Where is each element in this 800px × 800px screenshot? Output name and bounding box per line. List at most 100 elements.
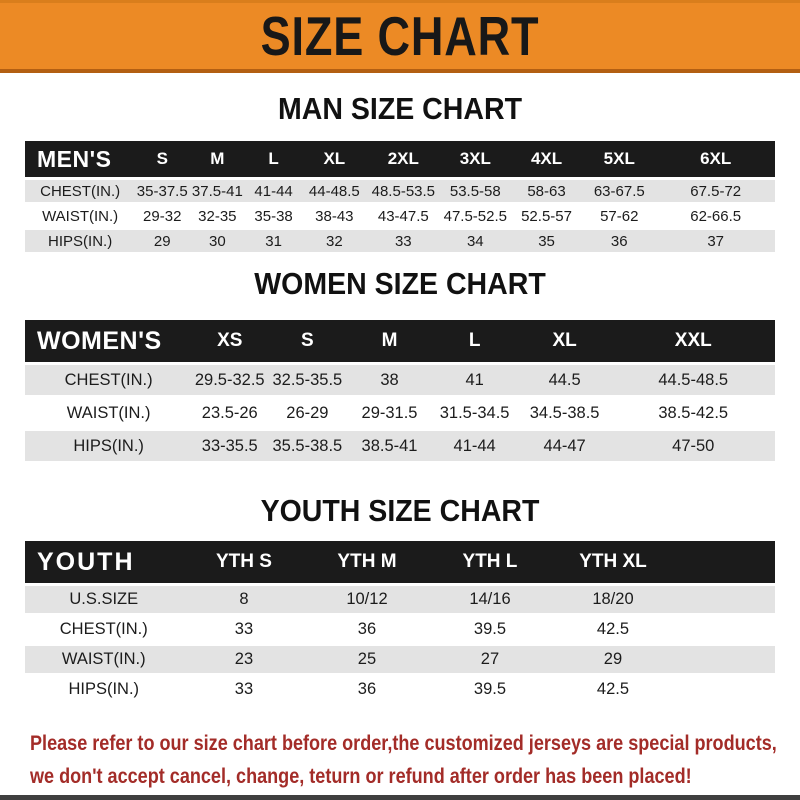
size-value-cell: 33 (182, 673, 306, 703)
table-row: CHEST(IN.) 35-37.5 37.5-41 41-44 44-48.5 48.5… (25, 177, 775, 202)
size-column-header: YTH S (182, 541, 306, 583)
measure-row-label: WAIST(IN.) (25, 202, 136, 227)
table-header-row: YOUTH YTH S YTH M YTH L YTH XL (25, 541, 775, 583)
size-value-cell: 38.5-42.5 (611, 395, 775, 428)
size-value-cell: 53.5-58 (439, 177, 511, 202)
size-value-cell: 31.5-34.5 (431, 395, 518, 428)
size-value-cell: 44.5 (517, 362, 612, 395)
size-value-cell: 36 (305, 613, 429, 643)
size-value-cell: 23 (182, 643, 306, 673)
size-value-cell: 37.5-41 (189, 177, 246, 202)
size-column-header: XL (517, 320, 612, 362)
measure-row-label: U.S.SIZE (25, 583, 183, 613)
size-value-cell: 62-66.5 (656, 202, 775, 227)
table-row: WAIST(IN.) 29-32 32-35 35-38 38-43 43-47.5 47.… (25, 202, 775, 227)
size-value-cell: 38.5-41 (347, 428, 432, 461)
size-value-cell: 33 (366, 227, 440, 252)
size-value-cell: 42.5 (551, 613, 675, 643)
women-size-table: WOMEN'S XS S M L XL XXL CHEST(IN.) 29.5-32.5 32.5… (25, 320, 775, 461)
measure-row-label: HIPS(IN.) (25, 673, 183, 703)
size-column-header: S (135, 141, 190, 177)
size-column-header: M (347, 320, 432, 362)
size-value-cell: 36 (305, 673, 429, 703)
table-row: HIPS(IN.) 33-35.5 35.5-38.5 38.5-41 41-44 44-… (25, 428, 775, 461)
table-row: HIPS(IN.) 29 30 31 32 33 34 35 36 37 (25, 227, 775, 252)
size-value-cell: 41-44 (245, 177, 302, 202)
disclaimer: Please refer to our size chart before or… (0, 727, 800, 793)
size-column-header: 2XL (366, 141, 440, 177)
size-value-cell: 26-29 (267, 395, 348, 428)
size-column-header: 4XL (510, 141, 583, 177)
header-pad-cell (674, 541, 775, 583)
size-value-cell: 18/20 (551, 583, 675, 613)
youth-size-table: YOUTH YTH S YTH M YTH L YTH XL U.S.SIZE 8 10/12… (25, 541, 775, 703)
row-pad-cell (674, 583, 775, 613)
size-value-cell: 23.5-26 (192, 395, 268, 428)
banner: SIZE CHART (0, 0, 800, 73)
size-column-header: XS (192, 320, 268, 362)
men-size-table: MEN'S S M L XL 2XL 3XL 4XL 5XL 6XL CHEST(IN.) 35-37… (25, 141, 775, 252)
size-value-cell: 43-47.5 (366, 202, 440, 227)
youth-section-heading: YOUTH SIZE CHART (260, 493, 540, 528)
size-value-cell: 14/16 (428, 583, 552, 613)
page-title: SIZE CHART (260, 5, 540, 67)
size-column-header: YTH M (305, 541, 429, 583)
size-value-cell: 47-50 (611, 428, 775, 461)
size-column-header: S (267, 320, 348, 362)
size-column-header: YTH L (428, 541, 552, 583)
size-value-cell: 33 (182, 613, 306, 643)
size-value-cell: 8 (182, 583, 306, 613)
table-row: U.S.SIZE 8 10/12 14/16 18/20 (25, 583, 775, 613)
measure-row-label: WAIST(IN.) (25, 643, 183, 673)
section-men: MAN SIZE CHART MEN'S S M L XL 2XL 3XL 4XL 5XL 6XL… (0, 91, 800, 252)
size-value-cell: 39.5 (428, 673, 552, 703)
measure-row-label: CHEST(IN.) (25, 177, 136, 202)
table-header-row: MEN'S S M L XL 2XL 3XL 4XL 5XL 6XL (25, 141, 775, 177)
bottom-edge-strip (0, 795, 800, 800)
section-women: WOMEN SIZE CHART WOMEN'S XS S M L XL XXL CHEST(… (0, 266, 800, 461)
row-pad-cell (674, 643, 775, 673)
measure-row-label: HIPS(IN.) (25, 428, 193, 461)
size-value-cell: 29-32 (135, 202, 190, 227)
row-pad-cell (674, 613, 775, 643)
size-value-cell: 29-31.5 (347, 395, 432, 428)
size-value-cell: 30 (189, 227, 246, 252)
size-value-cell: 32.5-35.5 (267, 362, 348, 395)
table-row: HIPS(IN.) 33 36 39.5 42.5 (25, 673, 775, 703)
size-column-header: 3XL (439, 141, 511, 177)
table-header-row: WOMEN'S XS S M L XL XXL (25, 320, 775, 362)
table-row: CHEST(IN.) 29.5-32.5 32.5-35.5 38 41 44.5 44.5… (25, 362, 775, 395)
size-value-cell: 67.5-72 (656, 177, 775, 202)
row-pad-cell (674, 673, 775, 703)
size-value-cell: 63-67.5 (582, 177, 657, 202)
disclaimer-line-2: we don't accept cancel, change, teturn o… (30, 765, 692, 788)
size-value-cell: 52.5-57 (510, 202, 583, 227)
size-value-cell: 32-35 (189, 202, 246, 227)
size-value-cell: 41-44 (431, 428, 518, 461)
size-value-cell: 39.5 (428, 613, 552, 643)
size-value-cell: 34 (439, 227, 511, 252)
size-value-cell: 48.5-53.5 (366, 177, 440, 202)
size-value-cell: 37 (656, 227, 775, 252)
section-youth: YOUTH SIZE CHART YOUTH YTH S YTH M YTH L YTH… (0, 493, 800, 703)
size-value-cell: 34.5-38.5 (517, 395, 612, 428)
size-value-cell: 25 (305, 643, 429, 673)
size-value-cell: 38-43 (301, 202, 367, 227)
disclaimer-line-1: Please refer to our size chart before or… (30, 732, 777, 755)
size-value-cell: 32 (301, 227, 367, 252)
size-column-header: L (245, 141, 302, 177)
size-value-cell: 41 (431, 362, 518, 395)
size-column-header: XXL (611, 320, 775, 362)
size-value-cell: 31 (245, 227, 302, 252)
size-value-cell: 33-35.5 (192, 428, 268, 461)
size-value-cell: 44-48.5 (301, 177, 367, 202)
size-value-cell: 42.5 (551, 673, 675, 703)
measure-row-label: CHEST(IN.) (25, 362, 193, 395)
size-column-header: 6XL (656, 141, 775, 177)
size-value-cell: 35-38 (245, 202, 302, 227)
size-column-header: M (189, 141, 246, 177)
size-value-cell: 58-63 (510, 177, 583, 202)
size-value-cell: 29.5-32.5 (192, 362, 268, 395)
table-row: WAIST(IN.) 23 25 27 29 (25, 643, 775, 673)
